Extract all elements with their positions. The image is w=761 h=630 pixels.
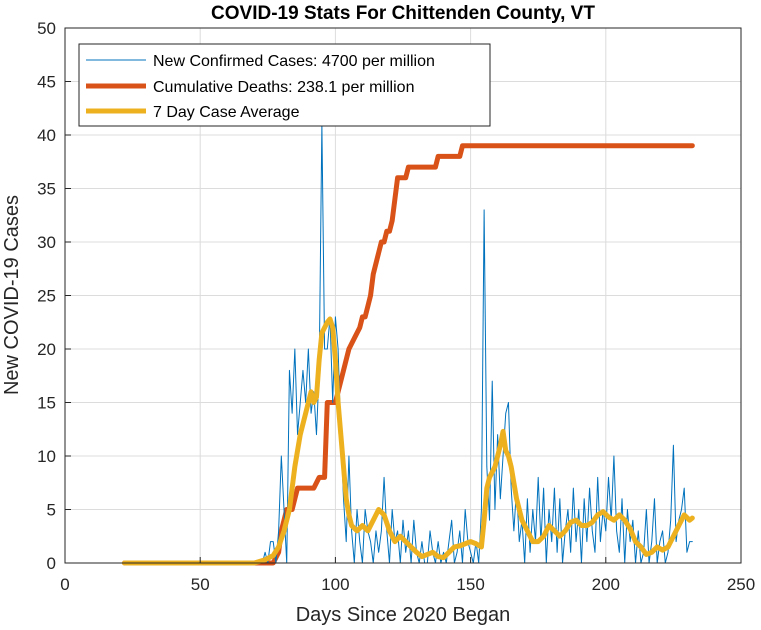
y-tick-label: 45 (37, 73, 56, 92)
y-tick-label: 15 (37, 394, 56, 413)
series-layer (121, 123, 695, 566)
axis-ticks: 0 50 100 150 200 250 0 5 10 15 20 25 30 35 40 45 50 (37, 19, 755, 594)
chart-title: COVID-19 Stats For Chittenden County, VT (211, 3, 595, 24)
y-tick-label: 50 (37, 19, 56, 38)
legend: New Confirmed Cases: 4700 per million Cu… (78, 43, 491, 127)
y-tick-label: 40 (37, 126, 56, 145)
legend-label-new-cases: New Confirmed Cases: 4700 per million (153, 53, 435, 70)
x-tick-label: 0 (60, 575, 69, 594)
x-axis-label: Days Since 2020 Began (296, 604, 511, 626)
x-tick-label: 50 (191, 575, 210, 594)
y-tick-label: 25 (37, 287, 56, 306)
y-tick-label: 20 (37, 340, 56, 359)
x-tick-label: 150 (456, 575, 484, 594)
y-tick-label: 10 (37, 447, 56, 466)
x-tick-label: 200 (592, 575, 620, 594)
x-tick-label: 250 (727, 575, 755, 594)
y-tick-label: 5 (47, 501, 56, 520)
y-tick-label: 35 (37, 180, 56, 199)
legend-box (78, 43, 491, 127)
series-line-cumulative-deaths (121, 143, 695, 566)
x-tick-label: 100 (321, 575, 349, 594)
y-axis-label: New COVID-19 Cases (1, 195, 23, 395)
series-line-new-cases (123, 123, 693, 564)
y-tick-label: 0 (47, 554, 56, 573)
legend-label-7-day-average: 7 Day Case Average (153, 104, 300, 121)
series-line-7-day-average (121, 316, 695, 566)
y-tick-label: 30 (37, 233, 56, 252)
legend-label-cumulative-deaths: Cumulative Deaths: 238.1 per million (153, 79, 414, 96)
